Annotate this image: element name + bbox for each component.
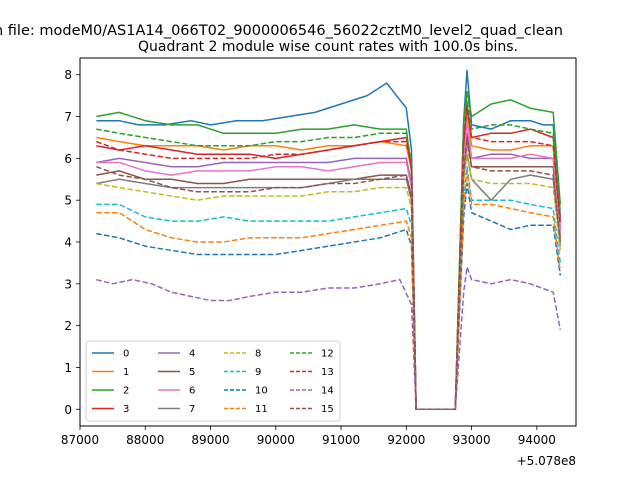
legend-label-15: 15 bbox=[321, 404, 334, 415]
series-line-10 bbox=[96, 182, 562, 411]
y-tick-label: 1 bbox=[64, 361, 72, 375]
series-line-2 bbox=[96, 90, 562, 411]
plot-frame bbox=[79, 57, 577, 427]
legend-box bbox=[85, 340, 341, 422]
legend-label-4: 4 bbox=[189, 349, 195, 360]
y-tick-label: 2 bbox=[64, 319, 72, 333]
legend-label-3: 3 bbox=[123, 404, 129, 415]
chart-title: Quadrant 2 module wise count rates with … bbox=[138, 39, 518, 55]
legend-label-8: 8 bbox=[255, 349, 261, 360]
y-tick-label: 6 bbox=[64, 152, 72, 166]
legend-label-10: 10 bbox=[255, 386, 268, 397]
x-tick-label: 89000 bbox=[191, 433, 229, 447]
y-tick-label: 0 bbox=[64, 403, 72, 417]
y-tick-label: 3 bbox=[64, 277, 72, 291]
legend-label-11: 11 bbox=[255, 404, 268, 415]
y-tick-label: 7 bbox=[64, 110, 72, 124]
series-line-4 bbox=[96, 132, 562, 411]
series-line-6 bbox=[96, 119, 562, 411]
x-axis: 87000 88000 89000 90000 91000 92000 93000 94000 bbox=[61, 426, 556, 447]
legend-label-14: 14 bbox=[321, 386, 334, 397]
legend-label-5: 5 bbox=[189, 367, 195, 378]
legend-label-7: 7 bbox=[189, 404, 195, 415]
x-tick-label: 93000 bbox=[452, 433, 490, 447]
plot-series bbox=[96, 69, 562, 411]
x-tick-label: 91000 bbox=[322, 433, 360, 447]
series-line-11 bbox=[96, 170, 562, 411]
series-line-14 bbox=[96, 266, 562, 411]
series-line-15 bbox=[96, 140, 562, 411]
y-tick-label: 5 bbox=[64, 194, 72, 208]
series-line-9 bbox=[96, 165, 562, 411]
series-line-13 bbox=[96, 107, 562, 411]
legend-label-13: 13 bbox=[321, 367, 334, 378]
legend-label-6: 6 bbox=[189, 386, 195, 397]
y-tick-label: 8 bbox=[64, 68, 72, 82]
legend-label-0: 0 bbox=[123, 349, 129, 360]
x-offset-label: +5.078e8 bbox=[517, 454, 576, 468]
x-tick-label: 94000 bbox=[518, 433, 556, 447]
series-line-7 bbox=[96, 153, 562, 411]
legend-label-12: 12 bbox=[321, 349, 334, 360]
x-tick-label: 88000 bbox=[126, 433, 164, 447]
y-tick-label: 4 bbox=[64, 236, 72, 250]
x-tick-label: 90000 bbox=[257, 433, 295, 447]
series-line-5 bbox=[96, 136, 562, 411]
series-line-3 bbox=[96, 103, 562, 411]
series-line-8 bbox=[96, 149, 562, 411]
figure-suptitle: n file: modeM0/AS1A14_066T02_9000006546_… bbox=[0, 23, 563, 39]
y-axis: 0 1 2 3 4 5 6 7 8 bbox=[64, 68, 80, 417]
x-tick-label: 87000 bbox=[61, 433, 99, 447]
legend-label-9: 9 bbox=[255, 367, 261, 378]
legend-label-2: 2 bbox=[123, 386, 129, 397]
series-line-12 bbox=[96, 99, 562, 411]
series-line-0 bbox=[96, 69, 562, 411]
legend-label-1: 1 bbox=[123, 367, 129, 378]
x-tick-label: 92000 bbox=[387, 433, 425, 447]
